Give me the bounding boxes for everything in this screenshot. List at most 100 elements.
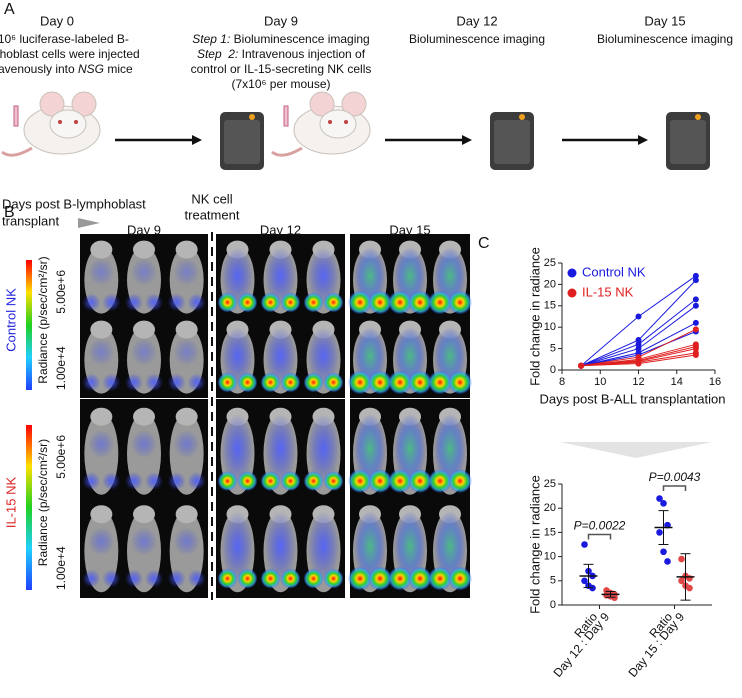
signal (434, 247, 466, 305)
x-tick-label: 8 (559, 376, 565, 388)
signal (434, 413, 466, 484)
column-label: Day 15 (389, 222, 430, 237)
signal (167, 293, 186, 312)
data-point (581, 541, 588, 548)
step-title: Day 9 (264, 13, 298, 28)
days-post: transplant (2, 213, 59, 228)
signal (307, 413, 340, 484)
y-tick-label: 5 (550, 343, 556, 355)
data-point (660, 548, 667, 556)
signal (394, 413, 426, 484)
signal (131, 527, 157, 556)
signal (388, 566, 412, 591)
signal (408, 566, 432, 591)
signal (145, 472, 163, 491)
signal (221, 413, 254, 484)
step-text: Bioluminescence imaging (230, 32, 369, 46)
mouse-head-image (133, 505, 155, 524)
signal (131, 338, 157, 366)
signal (82, 293, 101, 312)
x-axis-label: Days post B-ALL transplantation (540, 391, 726, 406)
treatment: treatment (185, 207, 240, 222)
imager-door (224, 120, 260, 164)
data-point (692, 326, 699, 333)
legend-label: IL-15 NK (582, 284, 634, 299)
data-point (692, 319, 699, 326)
signal (88, 527, 115, 556)
signal (307, 511, 340, 582)
data-point (678, 555, 685, 563)
signal (88, 338, 115, 366)
colorbar (26, 425, 32, 590)
step-line: lymphoblast cells were injected (0, 47, 140, 61)
signal (428, 566, 452, 591)
signal (408, 469, 432, 494)
y-tick-label: 5 (550, 575, 556, 587)
imager-light (695, 114, 701, 120)
mouse-eye (74, 120, 78, 124)
mouse-eye (344, 120, 348, 124)
signal (448, 469, 472, 494)
signal (217, 292, 238, 313)
row-label: IL-15 NK (3, 477, 18, 529)
signal (264, 327, 297, 385)
colorbar (26, 260, 32, 390)
signal (264, 511, 297, 582)
step-line: Bioluminescence imaging (409, 32, 545, 46)
colorbar-max: 5.00e+6 (54, 270, 68, 314)
arrow-head (462, 135, 472, 145)
colorbar-max: 5.00e+6 (54, 435, 68, 479)
signal (237, 292, 258, 313)
signal (88, 258, 115, 286)
y-tick-label: 25 (544, 257, 556, 269)
signal (187, 569, 206, 588)
step-text: (7x10⁶ per mouse) (232, 77, 331, 91)
x-tick-label: 12 (632, 376, 644, 388)
signal (388, 469, 412, 494)
imager-light (249, 114, 255, 120)
signal (323, 372, 344, 393)
mouse-head-image (175, 320, 198, 339)
signal (428, 469, 452, 494)
signal (102, 293, 121, 312)
panel-label: A (4, 1, 15, 18)
step-line: Step 1: Bioluminescence imaging (192, 32, 369, 46)
data-point (692, 272, 699, 279)
signal (323, 292, 344, 313)
signal (167, 373, 186, 392)
mouse-eye (328, 120, 332, 124)
y-tick-label: 0 (550, 599, 556, 611)
colorbar-label: Radiance (p/sec/cm²/sr) (36, 439, 50, 566)
signal (88, 430, 115, 458)
signal (221, 511, 254, 582)
days-post: Days post B-lymphoblast (2, 196, 146, 211)
step-text: mice (104, 62, 133, 76)
mouse-head-image (90, 505, 113, 524)
signal (264, 413, 297, 484)
mouse-eye (58, 120, 62, 124)
y-axis-label: Fold change in radiance (527, 475, 542, 614)
signal (280, 568, 301, 589)
signal (348, 370, 372, 395)
imager-door (494, 120, 530, 164)
colorbar-label: Radiance (p/sec/cm²/sr) (36, 256, 50, 383)
signal (145, 569, 163, 588)
signal (354, 511, 386, 582)
signal (102, 373, 121, 392)
mouse-head (319, 109, 357, 139)
signal (307, 247, 340, 305)
y-axis-label: Fold change in radiance (527, 247, 542, 386)
mouse-head-image (90, 240, 113, 259)
step-text: Step 2: (197, 47, 238, 61)
y-tick-label: 25 (544, 478, 556, 490)
data-point (678, 577, 685, 585)
signal (348, 469, 372, 494)
mouse-head-image (90, 407, 113, 426)
signal (82, 569, 101, 588)
imager-light (519, 114, 525, 120)
step-text: Step 1: (192, 32, 230, 46)
illustrations (1, 91, 710, 170)
signal (368, 370, 392, 395)
mouse-head-image (175, 240, 198, 259)
treatment: NK cell (191, 191, 232, 206)
